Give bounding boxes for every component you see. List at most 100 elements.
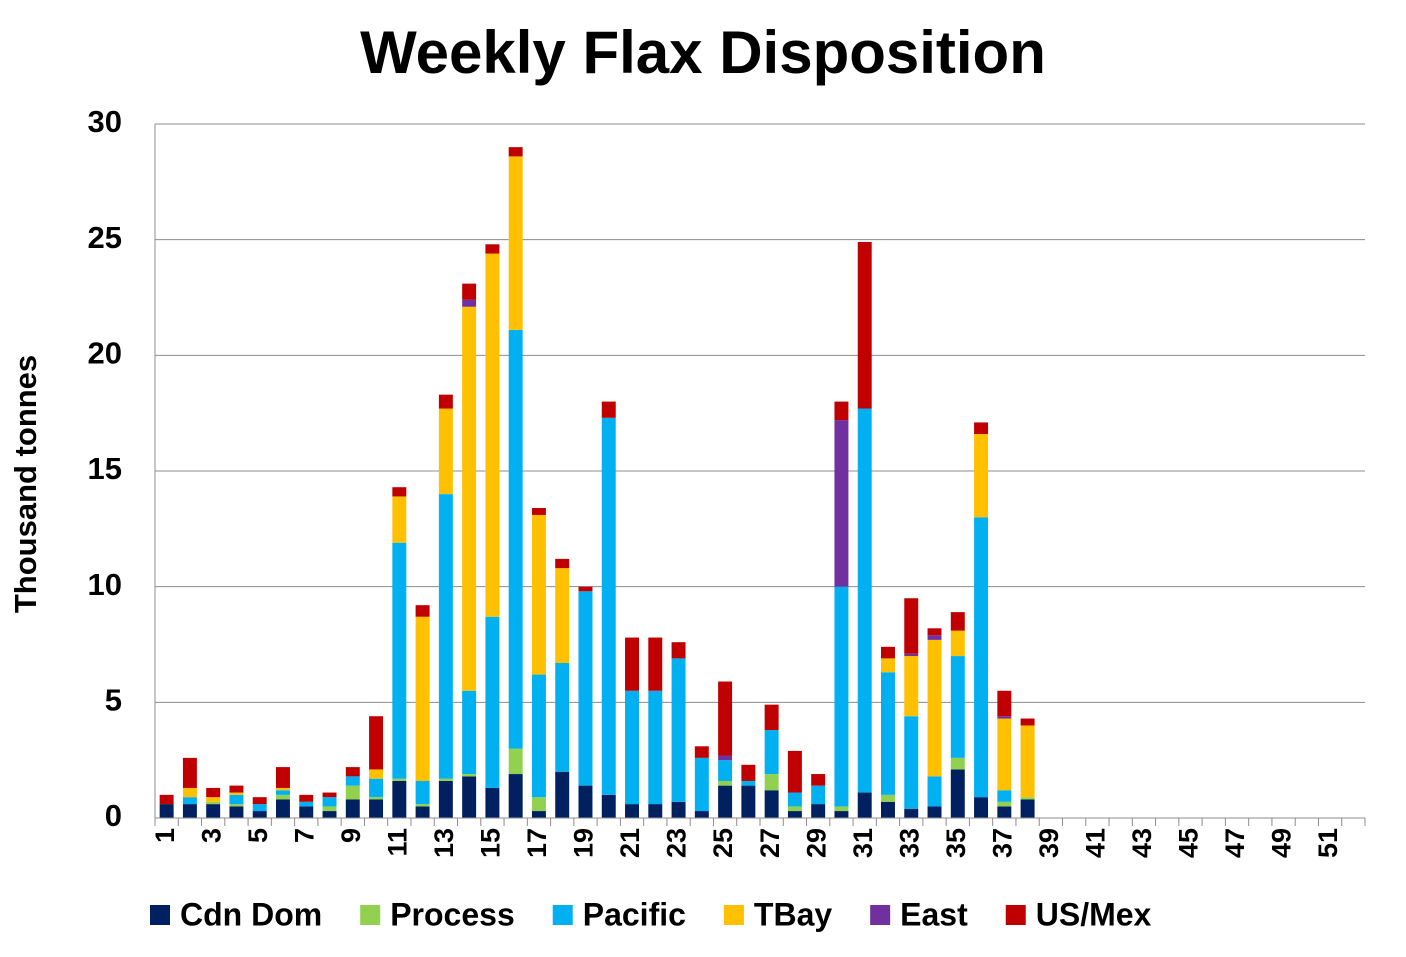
bar-segment — [578, 785, 593, 818]
bar-segment — [950, 612, 965, 631]
bar-segment — [694, 811, 709, 818]
bar-segment — [881, 794, 895, 802]
legend-swatch — [870, 905, 891, 925]
x-tick-label: 13 — [429, 828, 459, 858]
bar-segment — [950, 630, 965, 657]
bar-segment — [299, 806, 314, 818]
bar-segment — [508, 774, 523, 818]
bar-segment — [252, 804, 267, 812]
bar-segment — [462, 306, 477, 691]
bar-segment — [950, 656, 965, 758]
bar-segment — [415, 605, 430, 617]
bar-segment — [811, 804, 826, 818]
bar-segment — [369, 716, 384, 770]
bar-segment — [531, 674, 546, 798]
bar-segment — [345, 799, 360, 818]
bar-segment — [787, 811, 802, 818]
bar-segment — [485, 253, 500, 617]
bar-segment — [927, 806, 942, 818]
bar-segment — [904, 808, 919, 818]
bar-segment — [369, 778, 384, 798]
bar-segment — [415, 804, 430, 807]
bar-segment — [462, 690, 477, 775]
bar-segment — [322, 797, 337, 807]
bar-segment — [764, 730, 779, 775]
bar-segment — [997, 716, 1012, 719]
x-tick-label: 7 — [289, 828, 319, 843]
legend-swatch — [552, 905, 573, 925]
bar-segment — [601, 794, 616, 818]
bar-segment — [299, 794, 314, 802]
bar-segment — [229, 792, 244, 795]
bar-segment — [531, 508, 546, 515]
bar-segment — [229, 794, 244, 805]
bar-segment — [462, 776, 477, 818]
legend-label: East — [900, 896, 968, 932]
x-tick-label: 23 — [662, 828, 692, 858]
x-tick-label: 15 — [476, 828, 506, 858]
bar-segment — [531, 811, 546, 818]
x-tick-label: 31 — [848, 828, 878, 858]
bar-segment — [345, 767, 360, 777]
bar-segment — [881, 646, 895, 659]
bar-segment — [741, 780, 756, 786]
bar-segment — [950, 769, 965, 818]
bar-segment — [718, 760, 733, 781]
bar-segment — [625, 637, 639, 691]
bar-segment — [462, 774, 477, 777]
bar-segment — [997, 806, 1012, 818]
bar-segment — [834, 811, 849, 818]
bar-segment — [904, 656, 919, 717]
x-tick-label: 3 — [196, 828, 226, 843]
x-tick-label: 43 — [1127, 828, 1157, 858]
bar-segment — [741, 785, 756, 818]
bar-segment — [834, 401, 849, 421]
x-tick-label: 1 — [150, 828, 180, 843]
bar-segment — [438, 778, 453, 781]
y-axis-label: Thousand tonnes — [8, 355, 43, 613]
bar-segment — [462, 283, 477, 300]
legend-swatch — [360, 905, 381, 925]
bar-segment — [182, 797, 197, 805]
bar-segment — [927, 776, 942, 807]
bar-segment — [881, 658, 895, 673]
bar-segment — [392, 496, 407, 543]
bar-segment — [485, 787, 500, 818]
bar-segment — [694, 746, 709, 758]
bar-segment — [392, 487, 407, 497]
bar-segment — [648, 637, 663, 691]
bar-segment — [276, 799, 290, 818]
bar-segment — [857, 408, 872, 793]
bar-segment — [508, 748, 523, 775]
bar-segment — [485, 244, 500, 254]
bar-segment — [276, 794, 290, 800]
bar-segment — [531, 797, 546, 812]
bar-segment — [485, 616, 500, 788]
bar-segment — [392, 780, 407, 818]
bar-segment — [741, 764, 756, 781]
bar-segment — [1020, 797, 1035, 800]
bar-segment — [881, 672, 895, 795]
bar-segment — [671, 801, 686, 818]
bar-segment — [206, 804, 221, 818]
bar-segment — [438, 394, 453, 409]
bar-segment — [997, 718, 1012, 791]
bar-segment — [252, 811, 267, 818]
x-tick-label: 11 — [382, 828, 412, 857]
bar-segment — [462, 299, 477, 307]
bar-segment — [322, 806, 337, 812]
bar-segment — [229, 785, 244, 793]
bar-segment — [392, 542, 407, 779]
legend-label: Pacific — [583, 896, 686, 932]
bar-segment — [648, 804, 663, 818]
bar-segment — [950, 757, 965, 770]
bar-segment — [904, 716, 919, 809]
bar-segment — [764, 774, 779, 791]
bar-segment — [415, 616, 430, 781]
x-tick-label: 9 — [336, 828, 366, 843]
bar-segment — [438, 494, 453, 779]
bar-segment — [438, 780, 453, 818]
legend-swatch — [723, 905, 744, 925]
x-tick-label: 21 — [615, 828, 645, 858]
bar-segment — [206, 801, 221, 805]
